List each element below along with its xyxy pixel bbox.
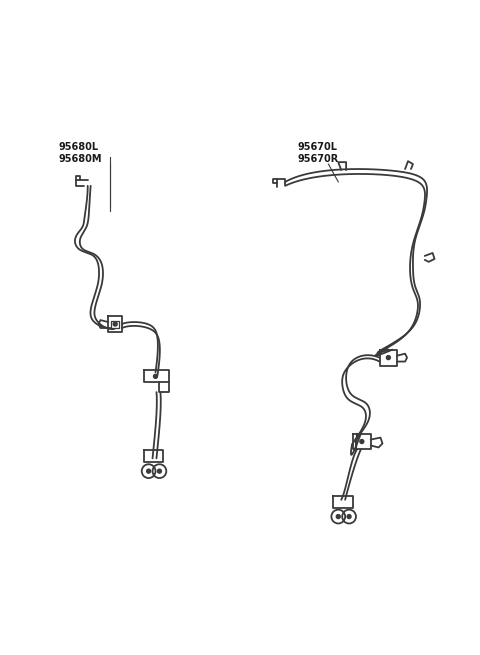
Text: 95670L: 95670L <box>298 142 338 152</box>
Circle shape <box>360 440 364 443</box>
Circle shape <box>336 515 340 519</box>
Circle shape <box>386 356 390 360</box>
Circle shape <box>347 515 351 519</box>
Text: 95680M: 95680M <box>58 154 102 164</box>
Circle shape <box>157 469 161 473</box>
Circle shape <box>147 469 151 473</box>
Text: 95670R: 95670R <box>298 154 339 164</box>
Circle shape <box>113 322 117 326</box>
Circle shape <box>154 375 157 379</box>
Text: 95680L: 95680L <box>58 142 98 152</box>
